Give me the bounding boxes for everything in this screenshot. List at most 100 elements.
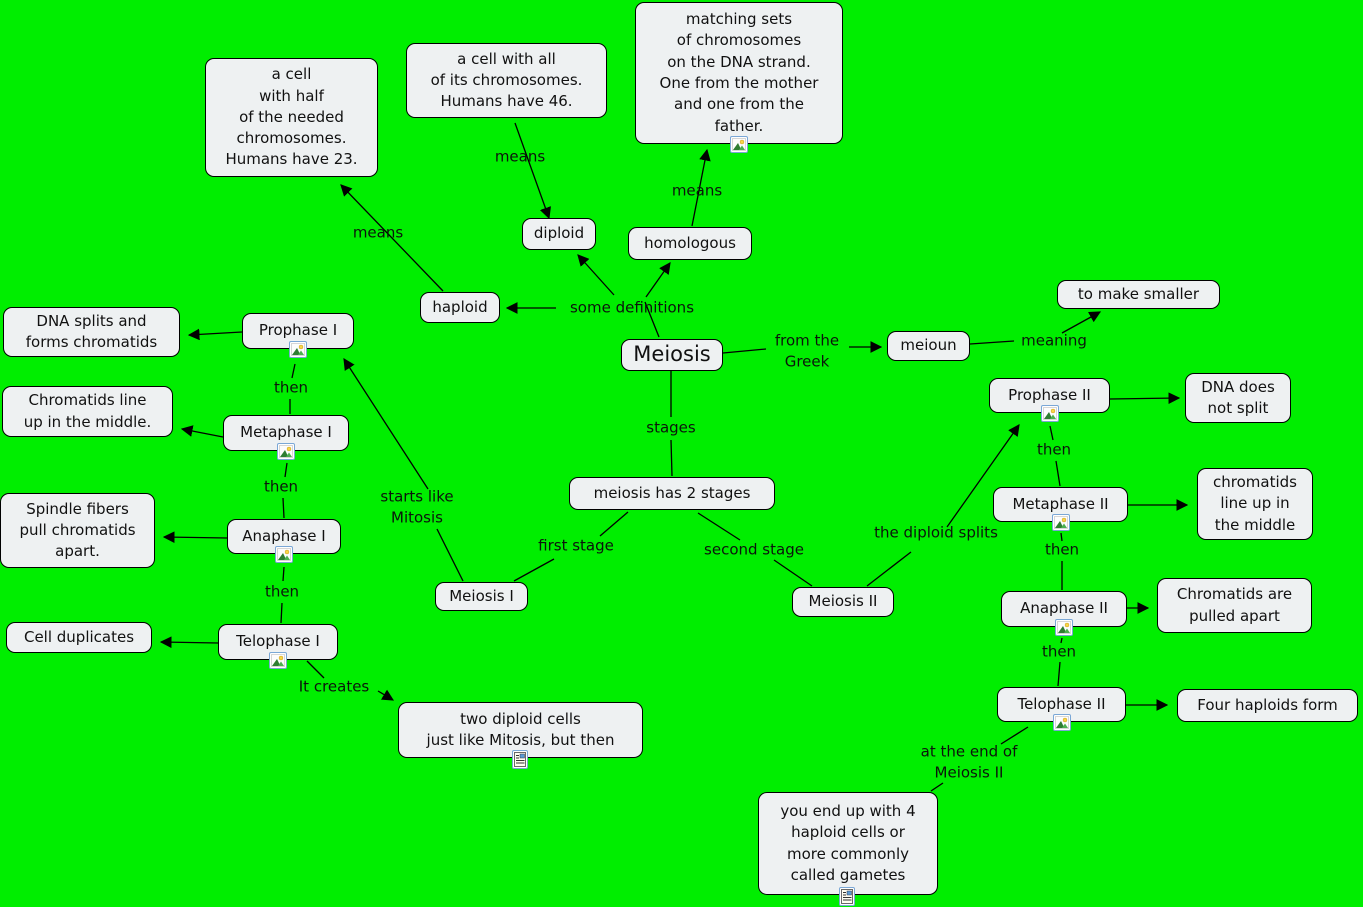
node-label: Prophase II: [1008, 385, 1091, 404]
node-label: a cell with all of its chromosomes. Huma…: [430, 49, 583, 111]
node-label: Meiosis II: [808, 592, 878, 611]
image-resource-icon[interactable]: [1040, 405, 1059, 422]
image-resource-icon[interactable]: [1052, 714, 1071, 731]
link-line: [691, 148, 711, 227]
link-label-some-definitions[interactable]: some definitions: [569, 298, 695, 317]
link-label-meaning[interactable]: meaning: [1021, 331, 1087, 350]
link-line: [969, 340, 1015, 345]
node-label: Chromatids line up in the middle.: [23, 391, 152, 431]
image-resource-icon[interactable]: [289, 341, 307, 358]
link-line: [514, 122, 551, 220]
image-resource-icon[interactable]: [1051, 514, 1070, 531]
node-meiosis[interactable]: Meiosis: [621, 339, 723, 371]
link-line: [866, 551, 912, 587]
link-label-then[interactable]: then: [264, 582, 300, 601]
node-label: chromatids line up in the middle: [1213, 473, 1297, 534]
node-label: Telophase II: [1017, 694, 1106, 713]
link-line: [306, 660, 325, 679]
image-resource-icon[interactable]: [730, 136, 748, 153]
node-haploid-definition[interactable]: a cell with half of the needed chromosom…: [205, 58, 378, 177]
node-dna-splits[interactable]: DNA splits and forms chromatids: [3, 307, 180, 357]
link-line: [722, 348, 767, 354]
link-label-then[interactable]: then: [1041, 642, 1077, 661]
link-label-stages[interactable]: stages: [646, 418, 696, 437]
node-meioun[interactable]: meioun: [887, 331, 970, 361]
node-homologous[interactable]: homologous: [628, 227, 752, 260]
node-telophase-2[interactable]: Telophase II: [997, 687, 1126, 731]
node-label: matching sets of chromosomes on the DNA …: [659, 10, 819, 135]
node-label: DNA does not split: [1201, 377, 1275, 417]
node-label: Anaphase I: [242, 526, 326, 545]
node-telophase-1[interactable]: Telophase I: [218, 624, 338, 669]
image-resource-icon[interactable]: [277, 443, 295, 460]
node-label: homologous: [644, 233, 736, 252]
link-label-first-stage[interactable]: first stage: [538, 536, 614, 555]
node-anaphase-2[interactable]: Anaphase II: [1001, 591, 1127, 636]
node-label: Metaphase II: [1012, 494, 1109, 513]
node-spindle-fibers[interactable]: Spindle fibers pull chromatids apart.: [0, 493, 155, 568]
link-label-then[interactable]: then: [273, 378, 309, 397]
node-you-end-up[interactable]: you end up with 4 haploid cells or more …: [758, 792, 938, 906]
node-diploid[interactable]: diploid: [522, 218, 596, 250]
node-chromatids-line-up-2[interactable]: chromatids line up in the middle: [1197, 468, 1313, 540]
node-prophase-1[interactable]: Prophase I: [242, 313, 354, 358]
link-line: [1060, 532, 1063, 542]
link-label-then[interactable]: then: [1036, 440, 1072, 459]
link-line: [340, 184, 444, 292]
node-label: Anaphase II: [1020, 599, 1108, 618]
link-line: [645, 262, 671, 298]
node-label: two diploid cells just like Mitosis, but…: [426, 709, 615, 749]
link-label-the-diploid-splits[interactable]: the diploid splits: [874, 523, 998, 542]
node-metaphase-2[interactable]: Metaphase II: [993, 487, 1128, 531]
node-label: haploid: [432, 297, 488, 316]
node-haploid[interactable]: haploid: [420, 292, 500, 323]
node-chromatids-line-up-1[interactable]: Chromatids line up in the middle.: [2, 386, 173, 437]
node-label: to make smaller: [1077, 284, 1200, 303]
node-metaphase-1[interactable]: Metaphase I: [223, 415, 349, 460]
link-label-second-stage[interactable]: second stage: [704, 540, 804, 559]
link-label-means[interactable]: means: [494, 147, 546, 166]
link-label-starts-like-mitosis[interactable]: starts like Mitosis: [380, 487, 454, 527]
link-label-from-the-greek[interactable]: from the Greek: [774, 331, 840, 371]
node-prophase-2[interactable]: Prophase II: [989, 378, 1110, 422]
link-line: [670, 439, 673, 477]
node-cell-duplicates[interactable]: Cell duplicates: [6, 622, 152, 653]
node-two-diploid-cells[interactable]: two diploid cells just like Mitosis, but…: [398, 702, 643, 769]
node-chromatids-pulled-apart[interactable]: Chromatids are pulled apart: [1157, 578, 1312, 633]
link-line: [513, 558, 555, 582]
link-line: [284, 462, 288, 478]
node-meiosis-has-2-stages[interactable]: meiosis has 2 stages: [569, 477, 775, 510]
node-label: Chromatids are pulled apart: [1176, 585, 1293, 625]
link-line: [577, 254, 615, 296]
link-label-it-creates[interactable]: It creates: [298, 677, 370, 696]
node-label: you end up with 4 haploid cells or more …: [780, 801, 916, 884]
link-label-at-the-end[interactable]: at the end of Meiosis II: [920, 742, 1018, 782]
link-line: [187, 328, 243, 341]
link-line: [436, 528, 464, 582]
node-anaphase-1[interactable]: Anaphase I: [227, 519, 341, 563]
link-line: [644, 301, 660, 338]
node-four-haploids-form[interactable]: Four haploids form: [1177, 689, 1358, 722]
node-homologous-definition[interactable]: matching sets of chromosomes on the DNA …: [635, 2, 843, 153]
document-resource-icon[interactable]: [511, 750, 530, 769]
node-dna-does-not-split[interactable]: DNA does not split: [1185, 373, 1291, 423]
link-line: [180, 425, 224, 438]
link-label-means[interactable]: means: [671, 181, 723, 200]
node-label: Spindle fibers pull chromatids apart.: [19, 499, 136, 561]
link-label-then[interactable]: then: [263, 477, 299, 496]
node-to-make-smaller[interactable]: to make smaller: [1057, 280, 1220, 309]
link-label-then[interactable]: then: [1044, 540, 1080, 559]
image-resource-icon[interactable]: [1055, 619, 1073, 636]
document-resource-icon[interactable]: [839, 887, 857, 906]
node-diploid-definition[interactable]: a cell with all of its chromosomes. Huma…: [406, 43, 607, 118]
node-meiosis-2[interactable]: Meiosis II: [792, 587, 894, 617]
link-line: [1055, 460, 1061, 487]
link-label-means[interactable]: means: [352, 223, 404, 242]
link-line: [282, 497, 285, 519]
node-meiosis-1[interactable]: Meiosis I: [435, 582, 528, 611]
image-resource-icon[interactable]: [275, 546, 293, 563]
image-resource-icon[interactable]: [269, 652, 287, 669]
node-label: a cell with half of the needed chromosom…: [225, 65, 358, 169]
link-line: [291, 363, 296, 379]
